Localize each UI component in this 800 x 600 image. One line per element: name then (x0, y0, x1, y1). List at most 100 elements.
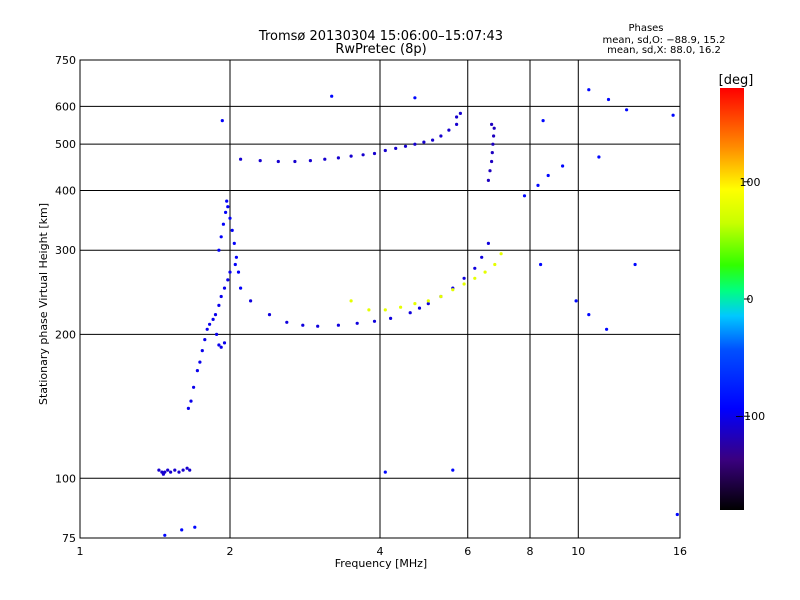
data-point (323, 157, 327, 161)
plot-frame (79, 59, 681, 539)
data-point (574, 299, 578, 303)
y-axis-label: Stationary phase Virtual Height [km] (37, 203, 50, 405)
colorbar-label: [deg] (719, 73, 754, 88)
y-tick-label: 100 (55, 472, 76, 485)
data-point (239, 157, 243, 161)
colorbar (720, 88, 744, 510)
data-point (422, 140, 426, 144)
chart-title: Tromsø 20130304 15:06:00–15:07:43 (258, 29, 503, 44)
data-point (308, 159, 312, 163)
x-axis-label: Frequency [MHz] (335, 557, 427, 570)
x-tick-label: 16 (673, 545, 687, 558)
data-point (361, 153, 365, 157)
data-point (492, 126, 496, 130)
phases-heading: Phases (628, 23, 663, 34)
data-point (439, 294, 443, 299)
y-tick-label: 500 (55, 138, 76, 151)
data-point (491, 142, 495, 146)
data-point (203, 338, 207, 342)
phases-x-mode: mean, sd,X: 88.0, 16.2 (607, 45, 721, 56)
y-tick-label: 600 (55, 100, 76, 113)
data-point (193, 525, 197, 529)
data-point (625, 108, 629, 112)
data-point (225, 199, 229, 203)
data-point (336, 323, 340, 327)
data-point (486, 241, 490, 245)
data-point (486, 178, 490, 182)
data-point (166, 468, 170, 472)
data-point (426, 302, 430, 306)
data-point (221, 222, 225, 226)
data-point (219, 345, 223, 349)
data-point (228, 216, 232, 220)
data-point (490, 122, 494, 126)
data-point (367, 308, 371, 312)
data-point (462, 276, 466, 280)
data-point (192, 385, 196, 389)
chart-subtitle: RwPretec (8p) (335, 42, 426, 57)
data-point (408, 311, 412, 315)
data-point (451, 288, 455, 292)
data-point (349, 299, 353, 303)
data-point (383, 148, 387, 153)
y-tick-label: 750 (55, 54, 76, 67)
data-point (173, 468, 177, 472)
data-point (372, 319, 377, 323)
data-point (180, 528, 184, 532)
data-point (336, 156, 340, 160)
x-tick-label: 4 (377, 545, 384, 558)
data-point (224, 210, 228, 214)
data-point (217, 343, 221, 347)
data-point (499, 252, 503, 256)
data-point (169, 470, 173, 474)
data-point (217, 303, 221, 307)
data-point (198, 360, 202, 364)
data-point (462, 282, 466, 286)
data-point (217, 248, 221, 252)
data-point (455, 122, 459, 126)
x-tick-label: 8 (527, 545, 534, 558)
data-point (186, 406, 190, 410)
data-point (458, 111, 462, 115)
data-point (522, 194, 527, 198)
data-point (293, 159, 297, 164)
data-point (417, 306, 422, 310)
colorbar-tick-label: 0 (747, 293, 754, 306)
data-point (383, 308, 387, 312)
data-point (587, 88, 591, 92)
data-point (541, 119, 545, 123)
data-point (222, 341, 227, 345)
y-tick-label: 75 (62, 532, 76, 545)
data-point (200, 349, 204, 353)
data-point (561, 164, 565, 168)
colorbar-tick-label: −100 (735, 410, 765, 423)
data-point (633, 262, 637, 267)
data-point (157, 468, 161, 472)
data-point (439, 134, 443, 138)
phases-o-mode: mean, sd,O: −88.9, 15.2 (603, 35, 726, 46)
data-point (233, 262, 237, 267)
data-point (455, 115, 459, 119)
data-point (185, 466, 189, 470)
data-point (480, 255, 484, 259)
data-point (181, 468, 185, 472)
data-point (211, 317, 215, 321)
data-point (230, 228, 234, 232)
data-point (355, 321, 359, 325)
grid-lines (80, 60, 680, 538)
data-point (285, 320, 289, 324)
data-point (597, 155, 601, 159)
x-tick-label: 10 (571, 545, 585, 558)
data-point (301, 323, 305, 327)
data-point (413, 142, 417, 146)
data-point (161, 472, 165, 476)
data-point (426, 299, 430, 303)
colorbar-ticks: 100 0 −100 (735, 176, 765, 423)
data-point (539, 262, 543, 267)
x-tick-label: 6 (464, 545, 471, 558)
data-point (219, 235, 223, 239)
x-tick-label: 2 (227, 545, 234, 558)
data-point (493, 262, 497, 267)
data-point (249, 299, 253, 303)
